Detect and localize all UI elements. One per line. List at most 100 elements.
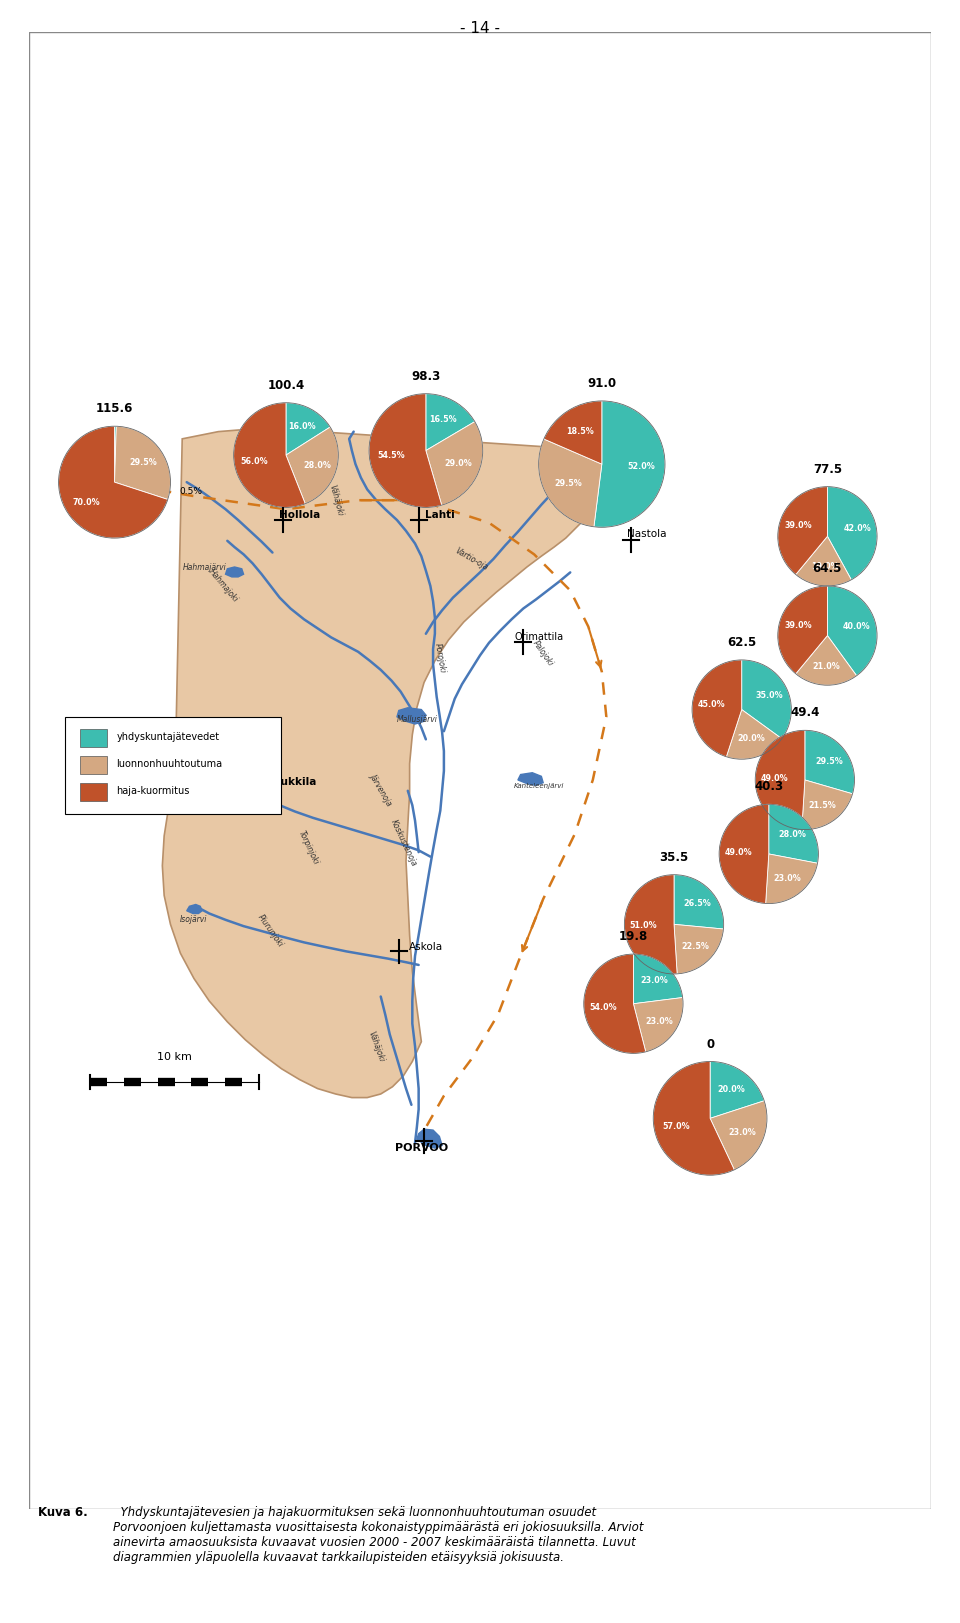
Text: 21.5%: 21.5% (808, 800, 836, 810)
Text: 115.6: 115.6 (96, 403, 133, 415)
Text: 62.5: 62.5 (727, 636, 756, 649)
Text: Vähäjoki: Vähäjoki (367, 1029, 386, 1063)
Text: Orimattila: Orimattila (515, 633, 564, 643)
Text: 19.0%: 19.0% (810, 563, 838, 571)
Text: 39.0%: 39.0% (784, 521, 812, 531)
Text: 91.0: 91.0 (588, 377, 616, 390)
Wedge shape (766, 854, 818, 904)
Text: 21.0%: 21.0% (812, 662, 840, 670)
Polygon shape (397, 708, 426, 724)
Text: Piurunjoki: Piurunjoki (256, 912, 285, 949)
Text: 18.5%: 18.5% (566, 427, 594, 437)
Text: Vähäjoki: Vähäjoki (327, 484, 344, 516)
Text: 28.0%: 28.0% (779, 829, 806, 839)
Text: Järvenoja: Järvenoja (368, 771, 394, 807)
Polygon shape (162, 430, 602, 1097)
Wedge shape (369, 394, 442, 508)
Text: 23.0%: 23.0% (640, 975, 667, 985)
Bar (81, 782, 108, 800)
Text: 77.5: 77.5 (813, 463, 842, 476)
Text: 29.0%: 29.0% (444, 459, 472, 467)
Wedge shape (727, 709, 781, 760)
Wedge shape (742, 661, 791, 738)
Text: Mallusjärvi: Mallusjärvi (396, 716, 437, 724)
Text: 56.0%: 56.0% (240, 456, 268, 466)
Wedge shape (778, 586, 828, 674)
Wedge shape (59, 427, 168, 539)
Text: 20.0%: 20.0% (737, 734, 765, 743)
Wedge shape (624, 875, 677, 974)
Text: 49.4: 49.4 (790, 706, 820, 719)
Polygon shape (186, 904, 202, 914)
Wedge shape (286, 403, 330, 454)
Text: Koskustenoja: Koskustenoja (389, 818, 418, 868)
Text: 23.0%: 23.0% (774, 873, 802, 883)
Wedge shape (539, 440, 602, 527)
Bar (81, 756, 108, 774)
Text: Yhdyskuntajätevesien ja hajakuormituksen sekä luonnonhuuhtoutuman osuudet
Porvoo: Yhdyskuntajätevesien ja hajakuormituksen… (113, 1506, 644, 1565)
Text: Pukkila: Pukkila (274, 777, 317, 787)
Text: 54.5%: 54.5% (377, 451, 405, 459)
Text: - 14 -: - 14 - (460, 21, 500, 36)
Text: 23.0%: 23.0% (729, 1128, 756, 1136)
Text: Kuva 6.: Kuva 6. (38, 1506, 88, 1519)
Text: PORVOO: PORVOO (395, 1143, 448, 1152)
Polygon shape (226, 566, 244, 576)
Text: 26.5%: 26.5% (683, 899, 710, 909)
Wedge shape (710, 1100, 767, 1170)
Text: 29.5%: 29.5% (816, 756, 843, 766)
Polygon shape (417, 1130, 443, 1147)
Text: 20.0%: 20.0% (717, 1086, 745, 1094)
Text: 64.5: 64.5 (813, 562, 842, 575)
Wedge shape (544, 401, 602, 464)
Text: 54.0%: 54.0% (589, 1003, 616, 1013)
Wedge shape (756, 730, 804, 829)
Text: 40.0%: 40.0% (843, 622, 871, 631)
Text: 16.0%: 16.0% (288, 422, 316, 432)
Text: 35.0%: 35.0% (756, 691, 783, 700)
Text: 39.0%: 39.0% (784, 620, 812, 630)
Wedge shape (778, 487, 828, 575)
Text: Torpinjoki: Torpinjoki (297, 829, 321, 867)
Text: Hollola: Hollola (279, 510, 320, 519)
Text: 35.5: 35.5 (660, 850, 688, 863)
Text: Virenoja: Virenoja (238, 764, 265, 795)
Text: Hahmajärvi: Hahmajärvi (183, 563, 227, 573)
Text: 45.0%: 45.0% (698, 700, 725, 709)
Wedge shape (769, 805, 818, 863)
Wedge shape (594, 401, 665, 527)
Wedge shape (710, 1061, 764, 1118)
Text: 51.0%: 51.0% (630, 920, 657, 930)
Text: Isojärvi: Isojärvi (180, 915, 207, 925)
Wedge shape (584, 954, 646, 1053)
Text: Kanteleenjärvi: Kanteleenjärvi (514, 784, 564, 789)
Wedge shape (796, 636, 856, 685)
Wedge shape (634, 954, 683, 1003)
Wedge shape (719, 805, 769, 904)
Text: 49.0%: 49.0% (760, 774, 788, 784)
Text: Nastola: Nastola (627, 529, 666, 539)
Wedge shape (674, 875, 724, 928)
Text: Porojoki: Porojoki (432, 643, 446, 674)
Wedge shape (426, 394, 475, 451)
Wedge shape (114, 427, 171, 500)
Wedge shape (286, 427, 338, 503)
Text: 52.0%: 52.0% (627, 463, 655, 471)
FancyBboxPatch shape (65, 717, 281, 815)
Text: 70.0%: 70.0% (73, 498, 100, 506)
Text: 42.0%: 42.0% (843, 524, 871, 532)
Text: 28.0%: 28.0% (303, 461, 331, 469)
Text: 16.5%: 16.5% (429, 415, 457, 425)
Text: Lahti: Lahti (424, 510, 454, 519)
Wedge shape (804, 730, 854, 794)
Text: 22.5%: 22.5% (682, 941, 709, 951)
Text: 0: 0 (706, 1037, 714, 1050)
Text: yhdyskuntajätevedet: yhdyskuntajätevedet (116, 732, 220, 742)
Text: 23.0%: 23.0% (645, 1016, 673, 1026)
Text: Hahmajoki: Hahmajoki (206, 568, 239, 604)
Wedge shape (796, 536, 852, 586)
Text: 10 km: 10 km (157, 1052, 192, 1063)
Wedge shape (114, 427, 116, 482)
Text: luonnonhuuhtoutuma: luonnonhuuhtoutuma (116, 758, 223, 769)
Text: 0.5%: 0.5% (180, 487, 203, 495)
